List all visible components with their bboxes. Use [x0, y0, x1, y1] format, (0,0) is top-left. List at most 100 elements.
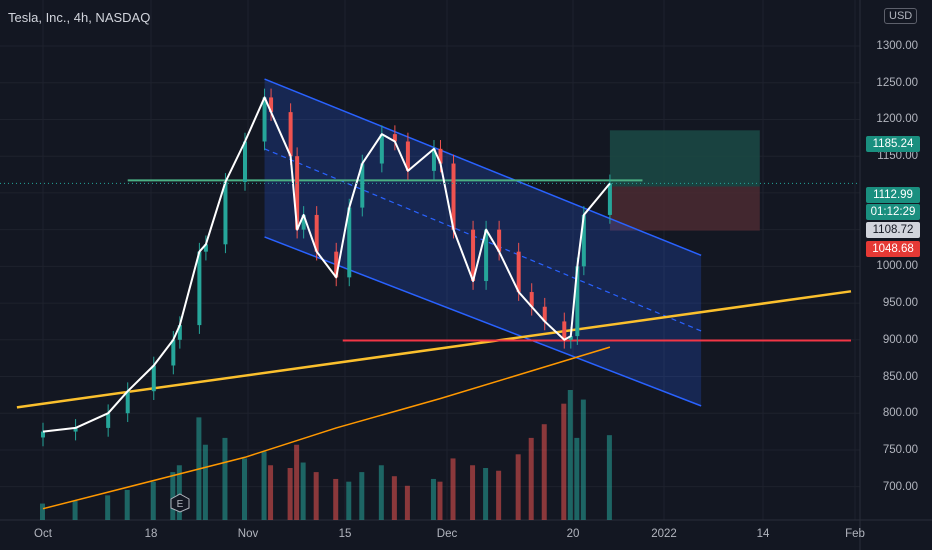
- candle-body: [171, 339, 176, 366]
- entry-price-tag: 1108.72: [866, 222, 920, 238]
- candle-body: [607, 183, 612, 215]
- candle-body: [334, 251, 339, 278]
- time-tick-label: 14: [756, 528, 770, 540]
- candle-body: [360, 163, 365, 208]
- volume-bar: [222, 437, 228, 520]
- countdown-tag: 01:12:29: [866, 204, 920, 220]
- candle-body: [243, 141, 247, 182]
- volume-bar: [170, 472, 176, 520]
- volume-bar: [430, 478, 436, 520]
- time-tick-label: 15: [338, 528, 352, 540]
- currency-badge[interactable]: USD: [884, 8, 918, 24]
- candle-body: [347, 207, 352, 278]
- volume-bar: [391, 476, 397, 520]
- candle-body: [392, 134, 397, 142]
- candle-body: [471, 229, 476, 282]
- volume-bar: [580, 399, 586, 520]
- volume-bar: [437, 481, 443, 520]
- volume-bar: [606, 435, 612, 520]
- volume-bar: [124, 489, 130, 520]
- volume-bar: [450, 458, 456, 520]
- svg-text:E: E: [177, 499, 184, 510]
- time-tick-label: Dec: [436, 528, 458, 540]
- price-line: [42, 96, 611, 433]
- target-zone: [609, 130, 760, 187]
- volume-bar: [72, 500, 78, 520]
- candle-body: [484, 229, 489, 282]
- candle-body: [542, 306, 547, 322]
- candle-body: [269, 97, 274, 113]
- candle-body: [295, 156, 300, 230]
- price-tick-label: 750.00: [882, 443, 918, 456]
- chart-title: Tesla, Inc., 4h, NASDAQ: [8, 10, 151, 25]
- moving-average-line: [42, 346, 611, 510]
- volume-bar: [333, 478, 339, 520]
- candle-body: [405, 141, 410, 171]
- candle-body: [575, 266, 580, 337]
- price-tick-label: 950.00: [882, 297, 918, 310]
- volume-bar: [541, 424, 547, 520]
- candle-body: [203, 244, 208, 252]
- target-price-tag: 1185.24: [866, 136, 920, 152]
- candle-body: [73, 427, 78, 432]
- volume-bar: [470, 465, 476, 520]
- price-tick-label: 1000.00: [876, 260, 918, 273]
- time-tick-label: 2022: [651, 528, 677, 540]
- candle-body: [197, 251, 202, 326]
- volume-bar: [567, 390, 573, 520]
- volume-bar: [496, 470, 502, 520]
- price-tick-label: 900.00: [882, 333, 918, 346]
- candle-body: [516, 251, 521, 293]
- volume-bar: [574, 437, 580, 520]
- time-tick-label: Feb: [845, 528, 865, 540]
- candle-body: [177, 325, 182, 340]
- time-tick-label: Nov: [237, 528, 259, 540]
- volume-bar: [150, 481, 156, 520]
- time-tick-label: 20: [566, 528, 580, 540]
- candle-body: [379, 134, 384, 164]
- price-tick-label: 850.00: [882, 370, 918, 383]
- volume-bar: [404, 485, 410, 520]
- volume-bar: [515, 454, 521, 520]
- candle-body: [301, 214, 306, 230]
- volume-bar: [346, 481, 352, 520]
- time-tick-label: Oct: [34, 528, 52, 540]
- candle-body: [529, 292, 534, 307]
- candle-body: [151, 365, 156, 392]
- volume-bar: [313, 472, 319, 520]
- volume-bar: [261, 451, 267, 520]
- volume-bar: [359, 472, 365, 520]
- volume-bar: [294, 444, 300, 520]
- candle-body: [106, 413, 111, 428]
- candle-body: [438, 148, 443, 164]
- stop-price-tag: 1048.68: [866, 241, 920, 257]
- last-price-tag: 1112.99: [866, 187, 920, 203]
- price-tick-label: 1200.00: [876, 113, 918, 126]
- volume-bar: [242, 458, 247, 520]
- candle-body: [125, 391, 130, 414]
- price-tick-label: 1150.00: [877, 150, 918, 163]
- channel-upper-line: [264, 78, 702, 257]
- volume-bar: [287, 468, 293, 520]
- candle-body: [497, 229, 502, 252]
- volume-bar: [483, 468, 489, 520]
- candle-body: [262, 97, 267, 142]
- volume-bar: [528, 437, 534, 520]
- time-tick-label: 18: [144, 528, 158, 540]
- rising-trendline: [16, 290, 852, 409]
- volume-bar: [378, 465, 384, 520]
- candle-body: [562, 321, 567, 340]
- candle-body: [314, 214, 319, 252]
- volume-bar: [176, 465, 182, 520]
- candle-body: [288, 112, 293, 157]
- candle-body: [581, 214, 586, 267]
- candle-body: [223, 181, 228, 245]
- volume-bar: [40, 503, 45, 520]
- earnings-icon[interactable]: E: [170, 493, 190, 513]
- volume-bar: [300, 462, 306, 520]
- stop-zone: [609, 186, 760, 231]
- candle-body: [431, 148, 436, 171]
- price-tick-label: 1250.00: [876, 76, 918, 89]
